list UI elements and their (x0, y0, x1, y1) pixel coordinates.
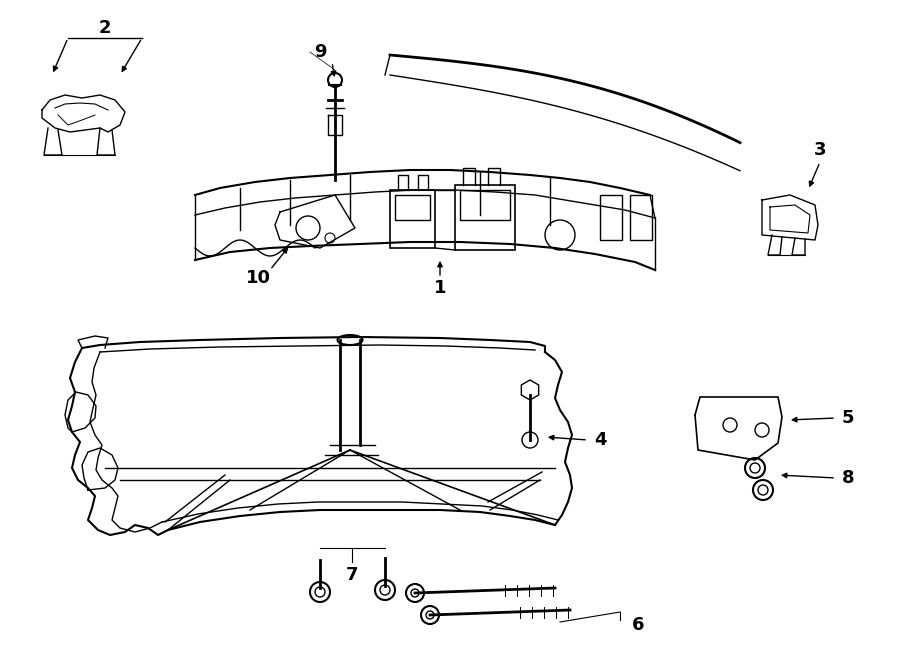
Text: 9: 9 (314, 43, 326, 61)
Bar (600, 195, 622, 240)
Bar (390, 190, 435, 248)
Bar (630, 195, 652, 240)
Bar (455, 185, 515, 250)
Text: 6: 6 (632, 616, 644, 634)
Bar (395, 195, 430, 220)
Text: 5: 5 (842, 409, 854, 427)
Text: 10: 10 (246, 269, 271, 287)
Bar (460, 190, 510, 220)
Text: 3: 3 (814, 141, 826, 159)
Text: 2: 2 (99, 19, 112, 37)
Text: 8: 8 (842, 469, 854, 487)
Text: 1: 1 (434, 279, 446, 297)
Text: 4: 4 (594, 431, 607, 449)
Text: 7: 7 (346, 566, 358, 584)
